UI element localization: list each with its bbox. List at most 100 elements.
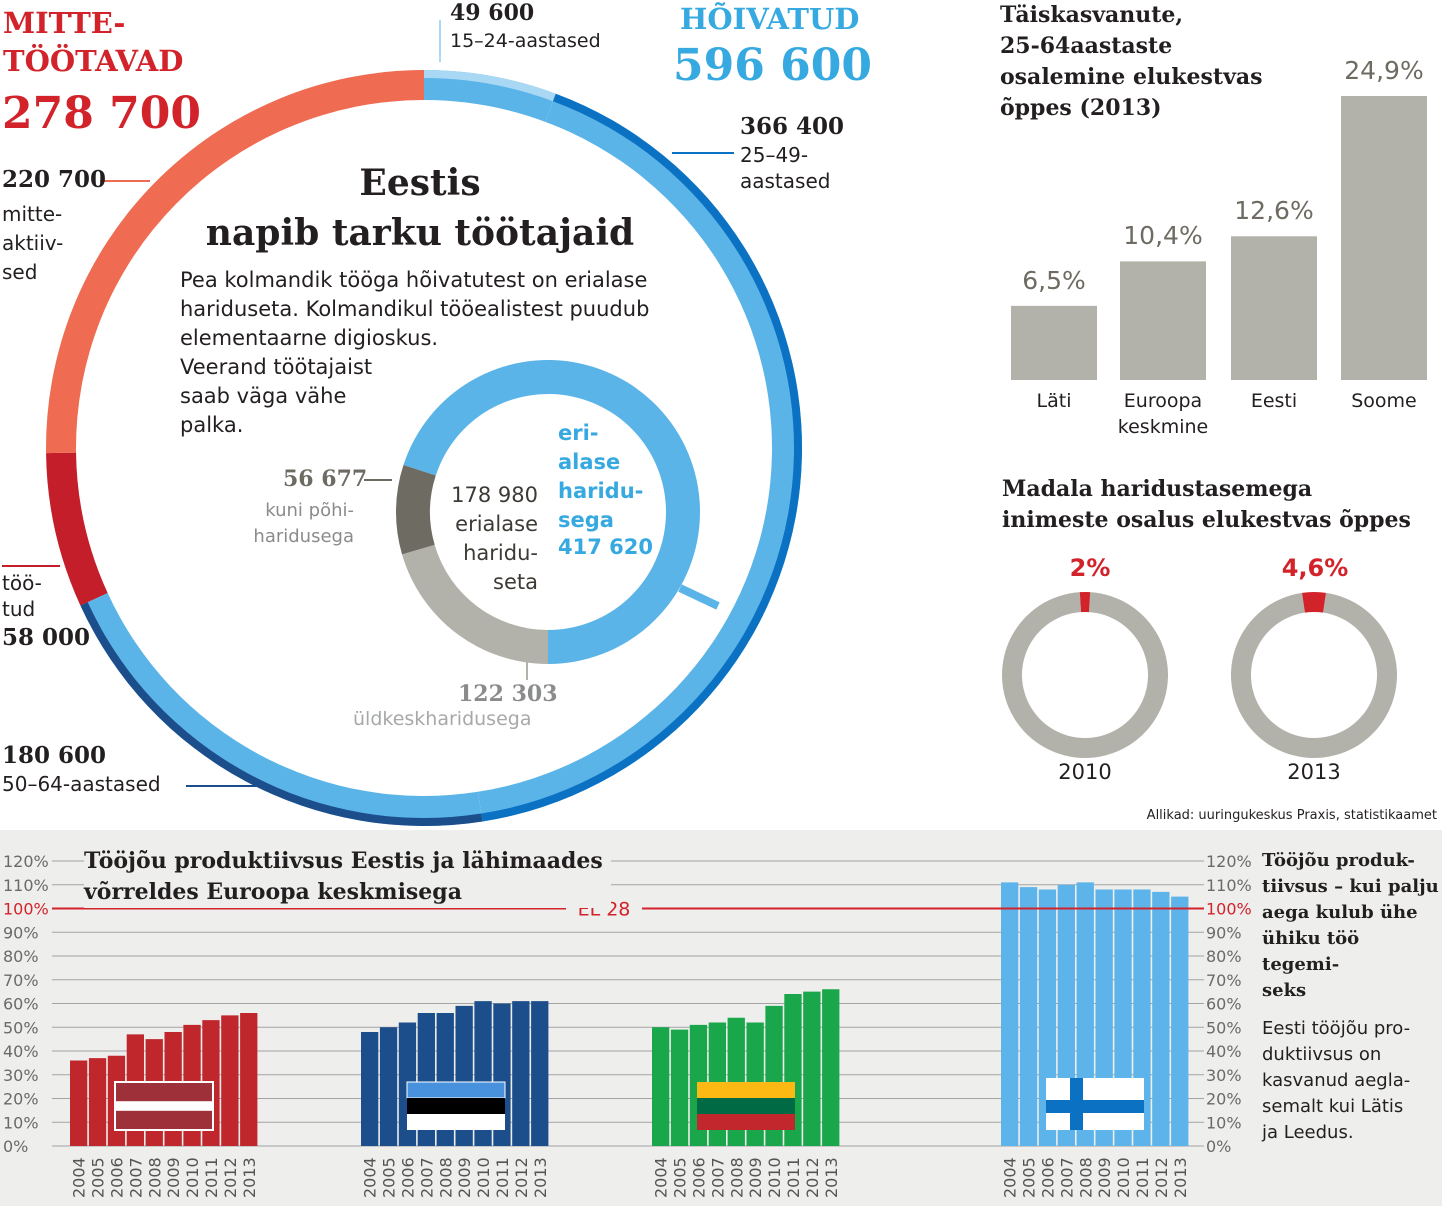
y-tick-label-left: 70%	[3, 971, 39, 990]
non-working-value: 278 700	[2, 88, 202, 139]
estonia-year-label: 2013	[531, 1157, 550, 1198]
lifelong-value-label: 10,4%	[1123, 221, 1203, 251]
finland-year-label: 2013	[1171, 1157, 1190, 1198]
finland-year-label: 2004	[1001, 1157, 1020, 1198]
latvia-year-label: 2007	[126, 1157, 145, 1198]
estonia-bar	[361, 1032, 379, 1146]
lithuania-year-label: 2009	[746, 1157, 765, 1198]
ring-2010-rest	[1001, 592, 1168, 758]
y-tick-label-right: 120%	[1206, 852, 1252, 871]
productivity-title: Tööjõu produktiivsus Eestis ja lähimaade…	[84, 846, 611, 908]
finland-year-label: 2010	[1114, 1157, 1133, 1198]
finland-bar	[1171, 896, 1189, 1146]
older-value: 180 600	[2, 742, 107, 769]
estonia-flag-stripe	[407, 1098, 505, 1114]
ring-2010-share	[1079, 591, 1091, 613]
estonia-bar	[379, 1027, 398, 1146]
estonia-year-label: 2009	[455, 1157, 474, 1198]
y-tick-label-right: 50%	[1206, 1018, 1242, 1037]
ring-2013-rest	[1230, 592, 1397, 758]
y-tick-label-right: 10%	[1206, 1113, 1242, 1132]
lithuania-year-label: 2011	[784, 1157, 803, 1198]
lifelong-value-labels: 6,5% Läti 10,4% Euroopa keskmine 12,6% Eesti 2…	[1000, 0, 1440, 440]
latvia-bar	[70, 1060, 88, 1146]
y-tick-label-right: 40%	[1206, 1042, 1242, 1061]
y-tick-label-right: 60%	[1206, 995, 1242, 1014]
latvia-year-label: 2006	[107, 1157, 126, 1198]
y-tick-label-left: 120%	[3, 852, 49, 871]
lifelong-category-label: Soome	[1351, 390, 1417, 412]
employed-value: 596 600	[673, 40, 873, 91]
vocational-value: 417 620	[558, 535, 653, 559]
latvia-year-label: 2005	[89, 1157, 108, 1198]
estonia-year-label: 2006	[398, 1157, 417, 1198]
finland-year-label: 2011	[1133, 1157, 1152, 1198]
estonia-year-label: 2004	[361, 1157, 380, 1198]
latvia-year-label: 2009	[164, 1157, 183, 1198]
lithuania-year-label: 2007	[708, 1157, 727, 1198]
finland-bar	[1152, 891, 1170, 1146]
unemployed-slice	[46, 452, 108, 606]
y-tick-label-left: 40%	[3, 1042, 39, 1061]
finland-year-label: 2009	[1095, 1157, 1114, 1198]
y-tick-label-left: 10%	[3, 1113, 39, 1132]
latvia-bar	[240, 1013, 258, 1146]
lifelong-value-label: 12,6%	[1234, 196, 1314, 226]
y-tick-label-left: 80%	[3, 947, 39, 966]
unemployed-value: 58 000	[2, 624, 91, 651]
lithuania-flag	[697, 1082, 795, 1098]
lifelong-learning-bars	[1011, 96, 1427, 380]
finland-year-label: 2005	[1020, 1157, 1039, 1198]
latvia-year-label: 2004	[70, 1157, 89, 1198]
latvia-year-label: 2010	[183, 1157, 202, 1198]
lithuania-year-label: 2008	[727, 1157, 746, 1198]
lithuania-year-label: 2004	[652, 1157, 671, 1198]
lithuania-year-label: 2010	[765, 1157, 784, 1198]
lifelong-chart-title: Täiskasvanute, 25-64aastaste osalemine e…	[1000, 2, 1263, 121]
estonia-flag-stripe	[407, 1114, 505, 1130]
y-tick-label-left: 0%	[3, 1137, 28, 1156]
lifelong-bar	[1341, 96, 1427, 380]
y-tick-label-left: 110%	[3, 876, 49, 895]
youth-value: 49 600	[450, 0, 535, 26]
y-tick-label-left: 50%	[3, 1018, 39, 1037]
latvia-year-label: 2008	[145, 1157, 164, 1198]
intro-text: Pea kolmandik tööga hõivatutest on erial…	[180, 268, 650, 350]
finland-flag-cross	[1070, 1078, 1083, 1130]
inactive-value: 220 700	[2, 166, 107, 193]
middle-age-slice	[477, 93, 802, 822]
latvia-year-label: 2012	[221, 1157, 240, 1198]
inactive-slice	[46, 70, 424, 454]
latvia-bar	[221, 1015, 239, 1146]
lithuania-bar	[652, 1027, 670, 1146]
lifelong-value-label: 24,9%	[1344, 56, 1424, 85]
estonia-year-label: 2008	[436, 1157, 455, 1198]
finland-year-label: 2007	[1057, 1157, 1076, 1198]
main-graphic	[2, 20, 1427, 826]
estonia-year-label: 2012	[512, 1157, 531, 1198]
productivity-side-title: Tööjõu produk- tiivsus – kui palju aega …	[1262, 850, 1439, 1001]
y-tick-label-right: 0%	[1206, 1137, 1231, 1156]
estonia-bar	[512, 1001, 530, 1146]
y-tick-label-left: 60%	[3, 995, 39, 1014]
lithuania-year-label: 2005	[671, 1157, 690, 1198]
secondary-edu-label: üldkeskharidusega	[353, 708, 532, 730]
low-edu-title: Madala haridustasemega inimeste osalus e…	[1002, 476, 1411, 533]
source-note: Allikad: uuringukeskus Praxis, statistik…	[1146, 808, 1437, 823]
leader-lines	[2, 20, 734, 787]
middle-age-value: 366 400	[740, 113, 845, 140]
y-tick-label-right: 100%	[1206, 900, 1252, 919]
productivity-chart: 120% 120% 110% 110% 100% 100% 90% 90% 80% 80% 70% 7…	[3, 852, 1252, 1198]
ring-2013-year: 2013	[1287, 760, 1341, 784]
ring-2013-share	[1302, 591, 1326, 613]
y-tick-label-right: 80%	[1206, 947, 1242, 966]
estonia-bar	[531, 1001, 549, 1146]
lifelong-bar	[1231, 236, 1317, 380]
finland-year-label: 2008	[1076, 1157, 1095, 1198]
y-tick-label-right: 30%	[1206, 1066, 1242, 1085]
lifelong-category-label: Euroopa keskmine	[1117, 390, 1209, 438]
basic-edu-slice	[396, 465, 436, 555]
y-tick-label-left: 90%	[3, 923, 39, 942]
finland-year-label: 2012	[1152, 1157, 1171, 1198]
intro-text-2: Veerand töötajaist saab väga vähe palka.	[180, 355, 373, 437]
